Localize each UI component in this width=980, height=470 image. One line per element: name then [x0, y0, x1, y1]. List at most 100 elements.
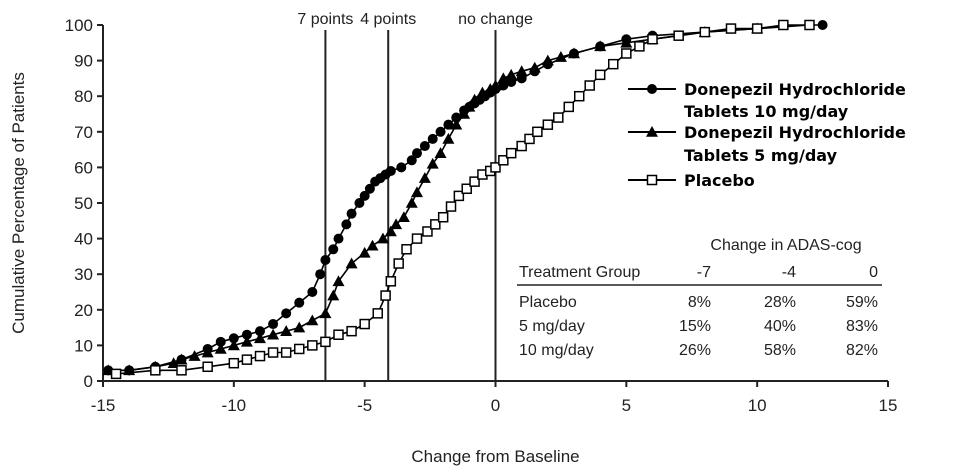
data-point	[620, 36, 633, 48]
data-point	[406, 155, 417, 166]
data-point	[490, 162, 501, 173]
data-point	[453, 190, 465, 202]
data-point	[385, 276, 397, 287]
data-point	[594, 40, 607, 52]
y-tick-label: 60	[74, 158, 93, 177]
y-tick-label: 40	[74, 230, 93, 249]
data-point	[497, 72, 510, 84]
data-point	[240, 335, 253, 347]
table-header-cell: -4	[782, 264, 796, 281]
data-point	[384, 225, 397, 237]
data-point	[515, 65, 528, 77]
data-point	[345, 257, 358, 269]
legend: Donepezil Hydrochloride Tablets 10 mg/day…	[628, 80, 906, 190]
data-point	[443, 119, 454, 130]
data-point	[442, 132, 455, 144]
data-point	[524, 133, 535, 145]
data-point	[463, 100, 476, 112]
data-point	[647, 33, 658, 45]
data-point	[320, 336, 331, 348]
table-cell: 40%	[764, 318, 796, 335]
data-point	[594, 69, 606, 81]
y-tick-label: 100	[65, 16, 93, 35]
data-point	[430, 219, 441, 230]
table-cell: 15%	[679, 318, 711, 335]
data-point	[241, 329, 252, 340]
data-point	[228, 357, 240, 369]
data-point	[542, 119, 554, 130]
data-point	[267, 328, 280, 340]
data-point	[489, 79, 502, 91]
data-point	[215, 336, 226, 347]
data-point	[568, 47, 580, 59]
y-tick-label: 20	[74, 301, 93, 320]
data-point	[553, 112, 564, 123]
data-point	[725, 23, 737, 34]
data-point	[621, 48, 632, 59]
data-point	[175, 353, 188, 365]
data-point	[476, 86, 489, 98]
data-point	[364, 183, 375, 194]
data-point	[372, 308, 383, 319]
data-point	[584, 80, 595, 91]
data-point	[418, 172, 431, 183]
data-point	[293, 321, 306, 333]
data-point	[346, 325, 357, 337]
data-point	[268, 319, 279, 330]
x-tick-label: 15	[879, 396, 898, 415]
data-point	[401, 244, 412, 255]
series-group	[102, 22, 764, 376]
data-point	[380, 290, 391, 301]
tick-labels: -15 -10 -5 0 5 10 15 0 10 20 30 40 50 60 70 80 90 100	[65, 16, 898, 415]
data-point	[469, 176, 480, 187]
table-header-cell: Treatment Group	[519, 264, 640, 281]
reference-line-label: 7 points	[297, 11, 353, 28]
table-header-cell: 0	[869, 264, 878, 281]
x-tick-label: -5	[357, 396, 372, 415]
data-point	[359, 190, 370, 201]
data-point	[319, 307, 332, 319]
data-point	[450, 118, 463, 130]
data-point	[327, 289, 340, 301]
data-point	[498, 155, 509, 166]
results-table: Change in ADAS-cog Treatment Group -7 -4 0 Pl…	[517, 237, 882, 359]
data-point	[333, 329, 344, 340]
data-point	[437, 211, 449, 223]
data-point	[188, 350, 201, 361]
y-tick-label: 0	[84, 372, 93, 391]
data-point	[427, 133, 438, 144]
table-cell: 26%	[679, 342, 711, 359]
table-cell: 28%	[764, 294, 796, 311]
x-tick-label: -10	[222, 396, 247, 415]
data-point	[817, 20, 828, 30]
series-line	[108, 24, 823, 372]
data-point	[228, 333, 239, 344]
x-tick-label: 0	[491, 396, 500, 415]
data-point	[426, 157, 439, 169]
y-tick-label: 50	[74, 194, 93, 213]
data-point	[354, 198, 365, 208]
data-point	[294, 343, 305, 355]
legend-label: Placebo	[684, 171, 755, 190]
y-tick-label: 90	[74, 52, 93, 71]
y-tick-label: 80	[74, 87, 93, 106]
reference-line-label: 4 points	[360, 11, 416, 28]
data-point	[150, 365, 161, 376]
data-point	[563, 101, 575, 113]
data-point	[280, 325, 293, 336]
data-point	[419, 141, 430, 152]
legend-label: Donepezil Hydrochloride	[684, 80, 906, 99]
table-cell: 58%	[764, 342, 796, 359]
data-point	[320, 254, 331, 265]
data-point	[461, 183, 472, 195]
data-point	[505, 147, 517, 159]
data-point	[227, 339, 240, 351]
y-tick-label: 10	[74, 336, 93, 355]
data-point	[411, 186, 423, 198]
data-point	[201, 346, 214, 358]
table-cell: 5 mg/day	[519, 318, 585, 335]
y-tick-label: 70	[74, 123, 93, 142]
data-point	[646, 174, 658, 186]
legend-label: Tablets 10 mg/day	[684, 102, 849, 121]
data-point	[647, 84, 657, 94]
